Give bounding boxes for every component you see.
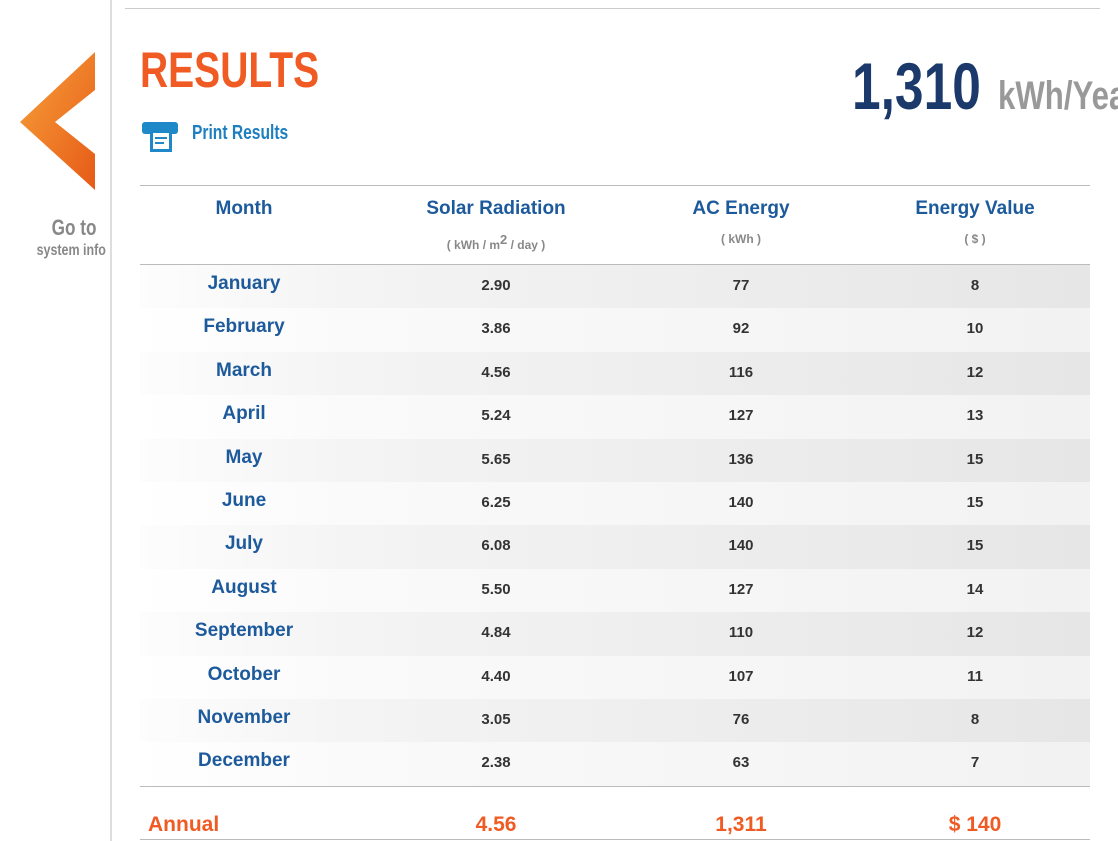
column-unit: ( $ ) — [865, 232, 1085, 246]
total-value: 1,310 — [852, 49, 981, 123]
value-cell: 12 — [966, 363, 984, 381]
value-cell: 11 — [967, 667, 983, 685]
header-top-rule — [140, 185, 1090, 186]
column-header: AC Energy — [692, 198, 790, 219]
month-cell: April — [222, 403, 266, 425]
row-background — [140, 655, 1090, 699]
month-cell: September — [194, 620, 294, 642]
row-background — [140, 612, 1090, 656]
row-background — [140, 568, 1090, 613]
title-text: RESULTS — [140, 42, 320, 98]
column-header: Solar Radiation — [426, 198, 566, 219]
annual-cell: 4.56 — [475, 812, 517, 836]
value-cell: 63 — [732, 754, 750, 772]
row-background — [140, 482, 1090, 526]
month-cell: November — [197, 707, 291, 728]
annual-top-rule — [140, 785, 1090, 787]
value-cell: 14 — [966, 580, 984, 598]
month-cell: December — [198, 750, 290, 772]
row-background — [140, 265, 1090, 309]
month-cell: October — [207, 663, 281, 685]
value-cell: 110 — [728, 624, 754, 642]
value-cell: 107 — [728, 667, 754, 685]
value-cell: 2.90 — [481, 277, 511, 294]
row-background — [140, 395, 1090, 439]
month-cell: January — [207, 273, 281, 294]
top-rule — [125, 8, 1100, 9]
column-unit: ( kWh / m2 / day ) — [386, 232, 606, 252]
value-cell: 77 — [732, 277, 750, 294]
print-icon — [142, 122, 178, 152]
column-unit: ( kWh ) — [631, 232, 851, 246]
month-cell: June — [221, 490, 267, 511]
annual-cell: Annual — [148, 812, 220, 836]
annual-bottom-rule — [140, 838, 1090, 840]
chevron — [20, 52, 95, 190]
link-line2: system info — [36, 242, 106, 259]
value-cell: 8 — [970, 711, 980, 728]
value-cell: 15 — [966, 537, 984, 555]
value-cell: 4.84 — [481, 624, 511, 642]
value-cell: 6.25 — [481, 494, 511, 511]
back-arrow — [20, 52, 95, 190]
value-cell: 116 — [728, 363, 754, 381]
value-cell: 127 — [728, 407, 754, 425]
column-header: Month — [215, 198, 273, 219]
month-cell: February — [203, 316, 285, 338]
month-cell: March — [216, 359, 272, 381]
value-cell: 15 — [966, 450, 984, 468]
value-cell: 92 — [732, 320, 750, 338]
month-cell: August — [211, 576, 277, 598]
go-to-text: Go to — [0, 215, 96, 241]
sidebar-divider — [110, 0, 112, 841]
print-label-text: Print Results — [192, 122, 289, 144]
value-cell: 3.05 — [481, 711, 511, 728]
row-background — [140, 742, 1090, 786]
value-cell: 76 — [732, 711, 750, 728]
unit-sup: 2 — [500, 232, 508, 247]
value-cell: 2.38 — [481, 754, 511, 772]
unit-text: ( kWh / m — [446, 238, 501, 252]
unit-text: ( kWh ) — [721, 232, 761, 246]
row-background — [140, 699, 1090, 743]
value-cell: 4.56 — [481, 363, 511, 381]
annual-cell: 1,311 — [715, 812, 767, 836]
header-bottom-rule — [140, 264, 1090, 265]
value-cell: 140 — [728, 537, 754, 555]
row-background — [140, 351, 1090, 396]
title: RESULTS — [140, 42, 370, 98]
value-cell: 136 — [728, 450, 754, 468]
unit-text: / day ) — [507, 238, 546, 252]
value-cell: 5.50 — [481, 580, 511, 598]
column-header: Energy Value — [915, 198, 1035, 219]
value-cell: 10 — [966, 320, 984, 338]
month-cell: July — [224, 533, 264, 555]
system-info-text: system info — [0, 242, 106, 260]
value-cell: 13 — [966, 407, 984, 425]
total-unit: kWh/Year* — [998, 74, 1118, 118]
total: 1,310 kWh/Year* — [852, 48, 1118, 124]
value-cell: 12 — [966, 624, 984, 642]
value-cell: 6.08 — [481, 537, 511, 555]
row-background — [140, 525, 1090, 569]
value-cell: 127 — [728, 580, 754, 598]
row-background — [140, 438, 1090, 482]
go-to-link[interactable]: Go to system info — [0, 40, 110, 280]
unit-text: ( $ ) — [964, 232, 986, 246]
print-label: Print Results — [192, 122, 315, 145]
value-cell: 3.86 — [481, 320, 511, 338]
annual-cell: $ 140 — [948, 812, 1002, 836]
link-line1: Go to — [51, 215, 96, 240]
value-cell: 5.24 — [481, 407, 511, 425]
month-cell: May — [225, 446, 263, 468]
row-background — [140, 308, 1090, 352]
value-cell: 140 — [728, 494, 754, 511]
value-cell: 8 — [970, 277, 980, 294]
value-cell: 15 — [966, 494, 984, 511]
value-cell: 7 — [970, 754, 980, 772]
value-cell: 5.65 — [481, 450, 511, 468]
value-cell: 4.40 — [481, 667, 511, 685]
